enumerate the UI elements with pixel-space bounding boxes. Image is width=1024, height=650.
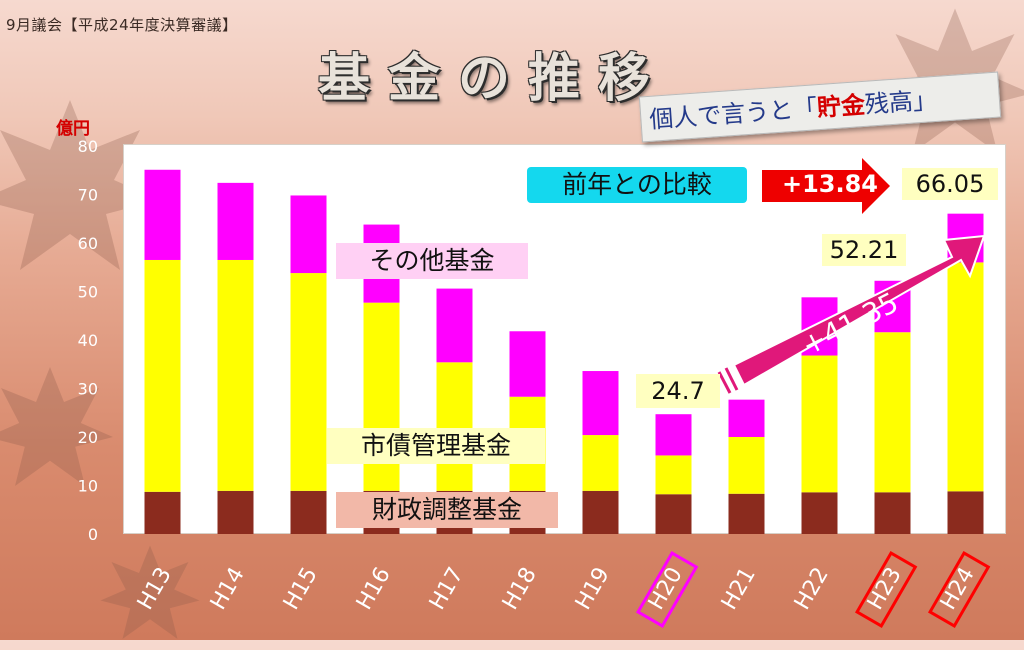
- bar-segment: [582, 371, 619, 436]
- category-highlight-frame: [854, 551, 918, 628]
- y-tick-label: 70: [78, 186, 98, 205]
- bar-segment: [290, 273, 327, 491]
- category-highlight-frame: [635, 551, 699, 628]
- bar-segment: [874, 492, 911, 534]
- bar-segment: [144, 259, 181, 492]
- leaf-decoration: [0, 367, 113, 486]
- bar-segment: [217, 490, 254, 534]
- bar-segment: [801, 355, 838, 493]
- value-label-h24: 66.05: [902, 168, 998, 200]
- x-tick-label: H14: [206, 563, 250, 614]
- slide-title: 基金の推移: [318, 49, 669, 109]
- savings-note-prefix: 個人で言うと「: [648, 94, 819, 134]
- series-label-other: その他基金: [336, 243, 528, 279]
- plot-area: [123, 144, 1006, 534]
- bar-segment: [655, 455, 692, 495]
- series-label-bond: 市債管理基金: [327, 428, 545, 464]
- x-tick-label: H20: [644, 563, 688, 614]
- bar-segment: [655, 494, 692, 534]
- y-tick-label: 0: [88, 525, 98, 544]
- bar-segment: [874, 332, 911, 493]
- y-tick-label: 10: [78, 477, 98, 496]
- x-tick-label: H19: [571, 563, 615, 614]
- x-tick-label: H18: [498, 563, 542, 614]
- bar-segment: [217, 259, 254, 491]
- bar-segment: [436, 362, 473, 491]
- bar-segment: [947, 491, 984, 534]
- bar-segment: [290, 490, 327, 534]
- bar-segment: [801, 492, 838, 534]
- bar-segment: [290, 195, 327, 274]
- change-value: +13.84: [781, 170, 879, 198]
- category-highlight-frame: [927, 551, 991, 628]
- savings-note-suffix: 残高」: [863, 85, 938, 119]
- x-tick-label: H17: [425, 563, 469, 614]
- x-tick-label: H23: [863, 563, 907, 614]
- bar-segment: [144, 491, 181, 534]
- x-tick-label: H15: [279, 563, 323, 614]
- y-tick-label: 40: [78, 331, 98, 350]
- bar-segment: [728, 399, 765, 437]
- leaf-decoration: [100, 545, 200, 639]
- y-tick-label: 20: [78, 428, 98, 447]
- leaf-decoration: [0, 100, 160, 270]
- change-arrow-icon: [762, 158, 890, 214]
- comparison-label: 前年との比較: [527, 167, 747, 203]
- bar-segment: [509, 331, 546, 397]
- x-tick-label: H16: [352, 563, 396, 614]
- slide-header: 9月議会【平成24年度決算審議】: [6, 16, 238, 34]
- y-tick-label: 60: [78, 234, 98, 253]
- x-tick-label: H22: [790, 563, 834, 614]
- bar-segment: [217, 182, 254, 260]
- bar-segment: [582, 435, 619, 491]
- value-label-h23: 52.21: [822, 234, 906, 266]
- value-label-h20: 24.7: [636, 374, 720, 408]
- y-axis-unit: 億円: [56, 119, 90, 139]
- series-label-adjust: 財政調整基金: [336, 492, 558, 528]
- x-tick-label: H13: [133, 563, 177, 614]
- bar-segment: [655, 414, 692, 456]
- bar-segment: [728, 437, 765, 494]
- bar-segment: [436, 288, 473, 363]
- savings-note-highlight: 貯金: [816, 90, 866, 123]
- bar-segment: [144, 169, 181, 260]
- bar-segment: [582, 490, 619, 534]
- bar-segment: [947, 262, 984, 492]
- y-tick-label: 50: [78, 283, 98, 302]
- bar-segment: [728, 493, 765, 534]
- y-tick-label: 80: [78, 137, 98, 156]
- x-tick-label: H21: [717, 563, 761, 614]
- x-tick-label: H24: [936, 563, 980, 614]
- y-tick-label: 30: [78, 380, 98, 399]
